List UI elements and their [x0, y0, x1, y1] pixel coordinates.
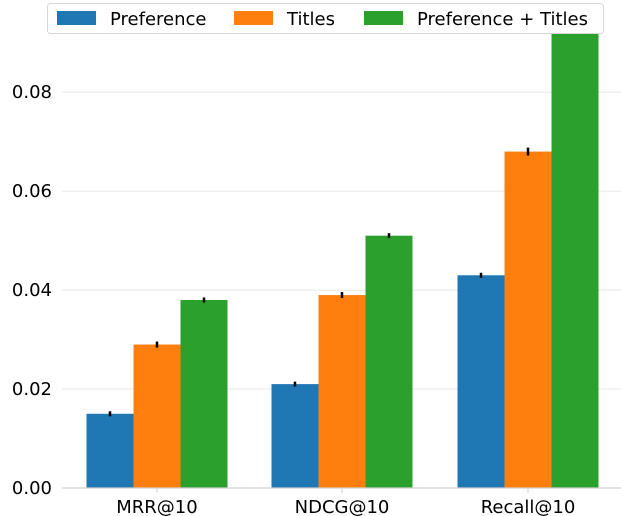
y-tick-label: 0.00	[12, 478, 52, 499]
legend: Preference Titles Preference + Titles	[47, 3, 604, 34]
bar	[551, 22, 599, 489]
bar	[318, 295, 366, 488]
legend-swatch	[57, 11, 96, 25]
legend-label: Preference	[110, 9, 207, 30]
y-axis: 0.00 0.02 0.04 0.06 0.08	[12, 82, 52, 499]
legend-swatch	[234, 11, 273, 25]
bar	[133, 344, 181, 488]
legend-box	[47, 3, 604, 34]
legend-swatch	[364, 11, 403, 25]
y-tick-label: 0.02	[12, 379, 52, 400]
x-tick-label: MRR@10	[116, 497, 197, 516]
y-tick-label: 0.06	[12, 181, 52, 202]
bar	[504, 151, 552, 488]
x-tick-label: Recall@10	[481, 497, 576, 516]
x-axis: MRR@10 NDCG@10 Recall@10	[62, 487, 621, 516]
y-tick-label: 0.08	[12, 82, 52, 103]
bar	[457, 275, 505, 488]
legend-label: Titles	[286, 9, 335, 30]
bar	[365, 235, 413, 488]
bars	[86, 22, 599, 489]
y-tick-label: 0.04	[12, 280, 52, 301]
legend-label: Preference + Titles	[417, 9, 588, 30]
x-tick-label: NDCG@10	[295, 497, 390, 516]
bar	[271, 384, 319, 488]
bar	[180, 300, 228, 488]
bar	[86, 413, 134, 488]
